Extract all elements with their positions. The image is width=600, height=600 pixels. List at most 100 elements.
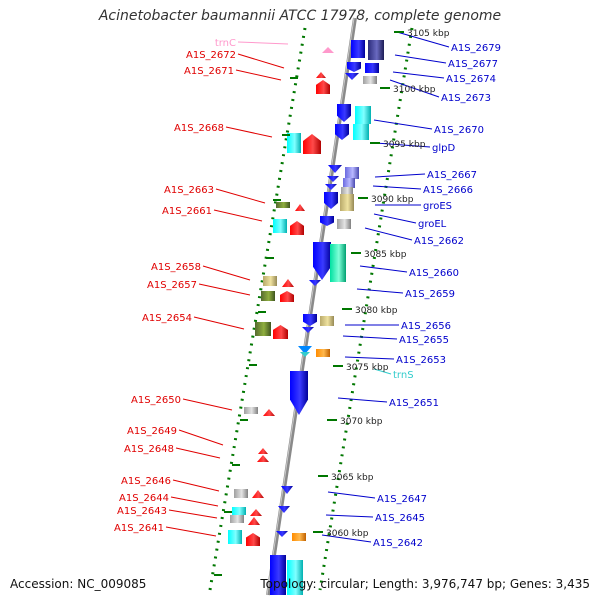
leader-line <box>178 429 224 446</box>
gene-label-right: A1S_2679 <box>451 43 501 54</box>
leader-line <box>372 185 422 190</box>
gene-label-left: A1S_2641 <box>114 523 164 534</box>
leader-line <box>364 227 413 241</box>
genome-title: Acinetobacter baumannii ATCC 17978, comp… <box>98 8 502 24</box>
label-leader-lines <box>165 31 450 543</box>
leader-line <box>198 283 251 296</box>
leader-line <box>375 142 431 148</box>
leader-line <box>215 188 266 204</box>
scale-tick-label: 3080 kbp <box>355 306 398 316</box>
gene-label-left: A1S_2650 <box>131 395 181 406</box>
right-gene-labels: A1S_2679 A1S_2677 A1S_2674 A1S_2673 A1S_2670… <box>373 43 501 549</box>
trna-gene-arrow <box>300 352 310 357</box>
gene-block <box>337 219 351 229</box>
gene-arrow <box>278 506 290 513</box>
scale-tick-label: 3090 kbp <box>371 195 414 205</box>
gene-label-right: trnS <box>393 370 414 381</box>
gene-label-left: A1S_2648 <box>124 444 174 455</box>
leader-line <box>321 534 372 543</box>
leader-line <box>170 496 219 507</box>
gene-block <box>340 194 354 211</box>
scale-tick-label: 3065 kbp <box>331 473 374 483</box>
gene-label-right: A1S_2647 <box>377 494 427 505</box>
gene-block <box>273 219 287 233</box>
gene-arrow <box>347 62 361 72</box>
leader-line <box>359 265 408 273</box>
gene-label-right: A1S_2670 <box>434 125 484 136</box>
gene-block <box>345 167 359 179</box>
gene-arrow <box>248 517 260 525</box>
gene-label-left: A1S_2649 <box>127 426 177 437</box>
gene-block <box>320 316 334 326</box>
leader-line <box>225 126 273 138</box>
gene-label-right: A1S_2645 <box>375 513 425 524</box>
gene-label-left: A1S_2654 <box>142 313 192 324</box>
gene-block <box>276 202 290 208</box>
gene-label-right: A1S_2673 <box>441 93 491 104</box>
gene-arrow <box>290 371 308 415</box>
gene-label-right: A1S_2666 <box>423 185 473 196</box>
gene-label-left: A1S_2671 <box>184 66 234 77</box>
gene-arrow <box>282 279 294 287</box>
gene-label-left: A1S_2661 <box>162 206 212 217</box>
gene-arrow <box>263 409 275 416</box>
gene-block <box>270 555 286 595</box>
gene-label-left: A1S_2646 <box>121 476 171 487</box>
gene-arrow <box>335 124 349 140</box>
scale-tick-label: 3075 kbp <box>346 363 389 373</box>
gene-arrow <box>320 216 334 226</box>
leader-line <box>237 53 285 69</box>
gene-arrow <box>325 184 337 190</box>
leader-line <box>172 479 220 492</box>
gene-label-left: A1S_2663 <box>164 185 214 196</box>
gene-label-left: A1S_2672 <box>186 50 236 61</box>
gene-block <box>368 40 384 60</box>
gene-block <box>353 124 369 140</box>
gene-label-right: A1S_2662 <box>414 236 464 247</box>
gene-block <box>343 178 355 188</box>
gene-label-right: A1S_2659 <box>405 289 455 300</box>
gene-label-left: A1S_2658 <box>151 262 201 273</box>
leader-line <box>202 265 251 281</box>
scale-tick-label: 3105 kbp <box>407 29 450 39</box>
gene-arrow <box>281 486 293 494</box>
leader-line <box>235 69 282 81</box>
gene-block <box>287 133 301 153</box>
gene-label-left: A1S_2643 <box>117 506 167 517</box>
gene-arrow <box>280 291 294 302</box>
leader-line <box>165 526 217 537</box>
scale-tick-label: 3100 kbp <box>393 85 436 95</box>
leader-line <box>389 79 440 98</box>
trna-gene-arrow <box>322 47 334 53</box>
gene-arrow <box>309 280 321 286</box>
gene-block <box>316 349 330 357</box>
gene-label-right: A1S_2642 <box>373 538 423 549</box>
gene-block <box>255 322 271 336</box>
gene-arrow <box>313 242 331 280</box>
leader-line <box>356 288 404 294</box>
leader-line <box>175 447 221 459</box>
gene-label-right: A1S_2653 <box>396 355 446 366</box>
leader-line <box>344 356 395 360</box>
gene-label-right: A1S_2651 <box>389 398 439 409</box>
gene-label-left: A1S_2657 <box>147 280 197 291</box>
topology-text: Topology: circular; Length: 3,976,747 bp… <box>260 577 590 591</box>
leader-line <box>237 41 289 45</box>
scale-tick-label: 3095 kbp <box>383 140 426 150</box>
gene-label-right: A1S_2656 <box>401 321 451 332</box>
gene-arrow <box>328 165 342 173</box>
gene-block <box>228 530 242 544</box>
left-track-dots <box>208 27 307 591</box>
gene-arrow <box>324 192 338 209</box>
gene-arrow <box>273 325 288 339</box>
gene-arrow <box>258 448 268 454</box>
leader-line <box>374 173 426 178</box>
gene-block <box>263 276 277 286</box>
gene-label-right: A1S_2677 <box>448 59 498 70</box>
gene-label-left: A1S_2668 <box>174 123 224 134</box>
gene-block <box>234 489 248 498</box>
gene-label-left: A1S_2644 <box>119 493 169 504</box>
scale-tick-label: 3070 kbp <box>340 417 383 427</box>
leader-line <box>325 514 374 518</box>
